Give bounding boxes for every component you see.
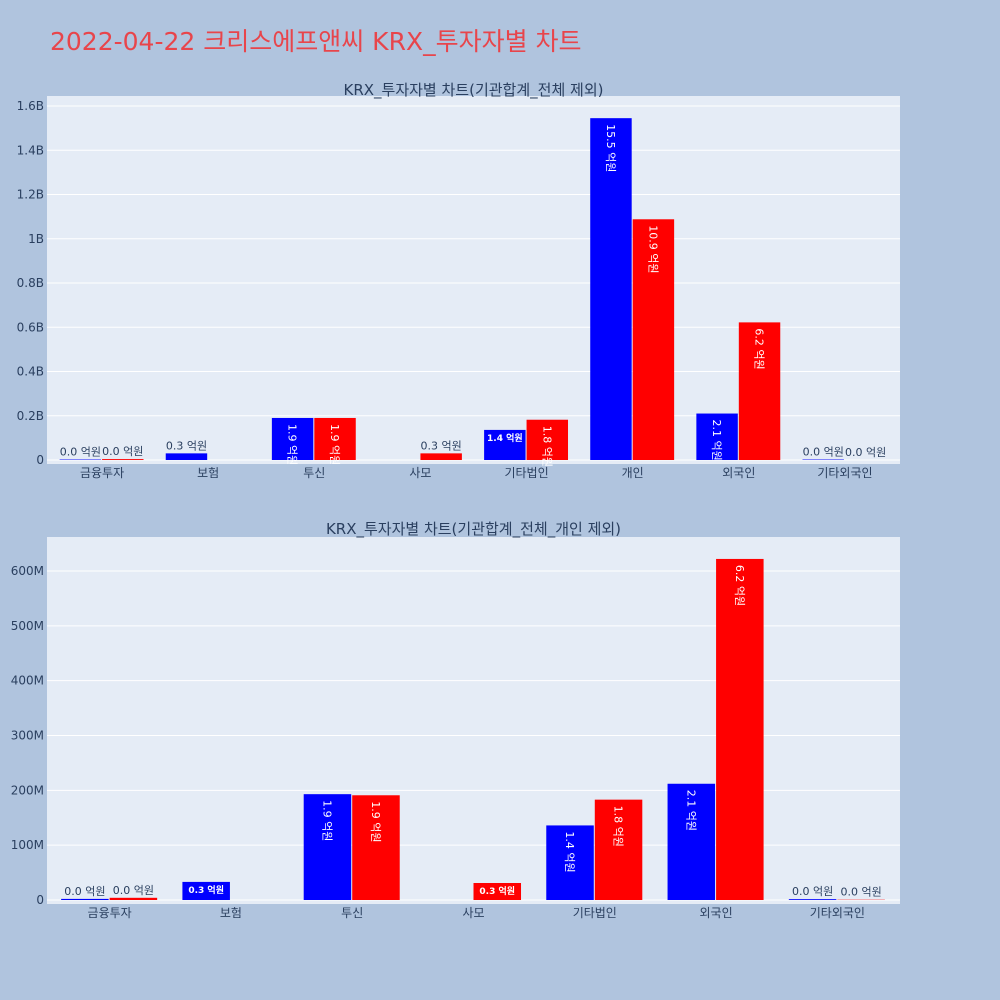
y-tick-label: 400M <box>11 674 44 688</box>
y-tick-label: 0 <box>36 453 44 467</box>
bar <box>271 417 314 460</box>
bar <box>303 794 352 900</box>
plot-area <box>47 537 900 904</box>
data-label: 0.0 억원 <box>113 884 154 897</box>
bar <box>526 419 569 460</box>
x-tick-label: 개인 <box>622 466 644 480</box>
x-tick-label: 사모 <box>462 906 484 920</box>
x-tick-label: 외국인 <box>722 466 755 480</box>
bar <box>352 795 400 900</box>
data-label: 1.4 억원 <box>563 831 576 872</box>
x-tick-label: 기타법인 <box>573 906 617 920</box>
bar <box>182 881 230 900</box>
bar <box>484 429 526 460</box>
chart-2: 0 100M 200M 300M 400M 500M 600M KRX_투자자별 차트(기관합… <box>11 520 900 920</box>
data-label: 0.3 억원 <box>479 885 515 897</box>
data-label: 1.8 억원 <box>612 806 625 847</box>
y-tick-label: 1.6B <box>17 99 44 113</box>
bar <box>314 417 356 460</box>
y-tick-label: 1.4B <box>17 143 44 157</box>
x-tick-label: 투신 <box>303 466 325 480</box>
chart-1: 0 0.2B 0.4B 0.6B 0.8B 1B 1.2B 1.4B 1.6B KRX_투자자별 … <box>17 81 900 480</box>
data-label: 10.9 억원 <box>646 225 659 273</box>
x-tick-label: 투신 <box>341 906 363 920</box>
data-label: 0.3 억원 <box>421 439 462 452</box>
y-tick-label: 0.4B <box>17 365 44 379</box>
bar <box>546 825 594 900</box>
data-label: 0.0 억원 <box>64 885 105 898</box>
bar <box>696 413 738 460</box>
bar <box>102 459 144 460</box>
bar <box>716 558 764 900</box>
bar <box>61 898 109 900</box>
y-tick-label: 0.2B <box>17 409 44 423</box>
x-tick-label: 금융투자 <box>80 466 124 480</box>
data-label: 2.1 억원 <box>710 420 723 461</box>
data-label: 0.0 억원 <box>792 885 833 898</box>
y-tick-label: 300M <box>11 729 44 743</box>
chart-title: KRX_투자자별 차트(기관합계_전체 제외) <box>344 81 604 100</box>
data-label: 0.0 억원 <box>60 446 101 459</box>
bar <box>590 118 632 460</box>
data-label: 1.9 억원 <box>286 424 299 465</box>
y-tick-label: 500M <box>11 619 44 633</box>
x-tick-label: 기타외국인 <box>810 906 865 920</box>
data-label: 0.0 억원 <box>840 886 881 899</box>
data-label: 0.0 억원 <box>803 446 844 459</box>
x-tick-label: 외국인 <box>700 906 733 920</box>
x-tick-label: 기타외국인 <box>817 466 872 480</box>
bar <box>738 322 781 460</box>
x-tick-label: 보험 <box>197 466 219 480</box>
bar <box>594 799 643 900</box>
data-label: 15.5 억원 <box>604 124 617 172</box>
data-label: 0.3 억원 <box>188 884 224 896</box>
y-tick-label: 200M <box>11 783 44 797</box>
y-tick-label: 0.6B <box>17 320 44 334</box>
y-tick-label: 100M <box>11 838 44 852</box>
data-label: 1.9 억원 <box>328 424 341 465</box>
bar <box>632 219 675 460</box>
x-tick-label: 사모 <box>409 466 431 480</box>
x-tick-label: 기타법인 <box>504 466 548 480</box>
data-label: 0.0 억원 <box>102 445 143 458</box>
bar <box>788 899 837 900</box>
x-tick-label: 금융투자 <box>88 906 132 920</box>
data-label: 1.8 억원 <box>540 426 553 467</box>
bar <box>109 897 158 900</box>
y-tick-label: 1.2B <box>17 188 44 202</box>
data-label: 1.9 억원 <box>369 801 382 842</box>
bar <box>667 783 716 900</box>
bar <box>165 453 208 460</box>
data-label: 0.3 억원 <box>166 439 207 452</box>
data-label: 1.4 억원 <box>487 432 523 444</box>
y-tick-label: 1B <box>28 232 44 246</box>
x-tick-label: 보험 <box>220 906 242 920</box>
bar <box>473 883 522 900</box>
page-title: 2022-04-22 크리스에프앤씨 KRX_투자자별 차트 <box>50 27 582 56</box>
data-label: 6.2 억원 <box>753 328 766 369</box>
y-tick-label: 600M <box>11 564 44 578</box>
y-tick-label: 0 <box>36 893 44 907</box>
chart-title: KRX_투자자별 차트(기관합계_전체_개인 제외) <box>326 520 621 539</box>
y-tick-label: 0.8B <box>17 276 44 290</box>
data-label: 2.1 억원 <box>684 790 697 831</box>
data-label: 6.2 억원 <box>733 565 746 606</box>
data-label: 0.0 억원 <box>845 446 886 459</box>
data-label: 1.9 억원 <box>320 800 333 841</box>
bar <box>420 453 462 460</box>
